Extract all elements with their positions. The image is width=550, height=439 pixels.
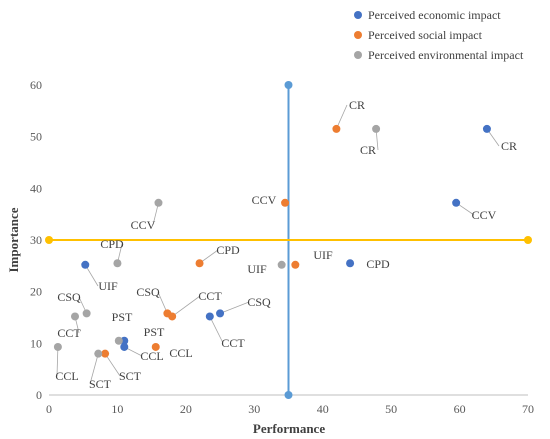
- y-tick-label: 30: [30, 233, 42, 247]
- y-tick-label: 40: [30, 181, 42, 195]
- point-label: SCT: [89, 377, 112, 391]
- legend-entry: Perceived social impact: [368, 28, 483, 42]
- point-label: CCT: [221, 336, 245, 350]
- data-point: [94, 349, 103, 358]
- point-label: CCT: [57, 326, 81, 340]
- y-tick-label: 50: [30, 130, 42, 144]
- data-point: [154, 198, 163, 207]
- data-point: [372, 124, 381, 133]
- vertical-reference-end-bottom: [284, 391, 293, 399]
- label-leader-line: [104, 353, 121, 377]
- point-label: CR: [360, 143, 376, 157]
- data-point: [168, 312, 177, 321]
- horizontal-reference-end-right: [524, 236, 532, 244]
- label-leader-line: [89, 353, 99, 385]
- horizontal-reference-end-left: [45, 236, 53, 244]
- legend-entry: Perceived economic impact: [368, 8, 501, 22]
- data-points: [53, 124, 491, 358]
- label-leader-line: [219, 301, 250, 314]
- data-point: [291, 260, 300, 269]
- data-point: [195, 259, 204, 268]
- point-label: CCT: [198, 289, 222, 303]
- data-point: [346, 259, 355, 268]
- y-tick-label: 60: [30, 78, 42, 92]
- point-label: CR: [501, 139, 517, 153]
- label-leader-lines: [56, 104, 500, 385]
- data-point: [101, 349, 110, 358]
- data-point: [281, 198, 290, 207]
- data-point: [205, 312, 214, 321]
- reference-lines: [45, 81, 532, 399]
- y-tick-label: 10: [30, 336, 42, 350]
- label-leader-line: [84, 264, 99, 287]
- x-tick-label: 30: [248, 402, 260, 416]
- label-leader-line: [171, 295, 201, 317]
- label-leader-line: [209, 316, 224, 344]
- data-point: [113, 259, 122, 268]
- x-axis-title: Performance: [253, 421, 325, 436]
- legend: Perceived economic impact Perceived socia…: [354, 8, 524, 62]
- legend-marker: [354, 51, 362, 59]
- vertical-reference-end-top: [284, 81, 293, 89]
- data-point: [53, 342, 62, 351]
- x-tick-label: 70: [522, 402, 534, 416]
- data-point: [151, 342, 160, 351]
- x-tick-label: 50: [385, 402, 397, 416]
- label-leader-line: [56, 346, 59, 377]
- point-label: CR: [349, 98, 365, 112]
- data-point: [120, 336, 129, 345]
- point-label: CPD: [366, 257, 390, 271]
- data-point: [114, 336, 123, 345]
- point-label: CCL: [140, 349, 163, 363]
- data-point: [216, 309, 225, 318]
- data-point: [120, 342, 129, 351]
- point-label: CCL: [55, 369, 78, 383]
- point-label: CSQ: [136, 285, 160, 299]
- y-tick-label: 20: [30, 285, 42, 299]
- data-point: [81, 260, 90, 269]
- y-axis-title: Importance: [6, 207, 21, 272]
- point-label: CPD: [100, 237, 124, 251]
- data-point: [71, 312, 80, 321]
- point-label: CPD: [216, 243, 240, 257]
- x-tick-label: 20: [180, 402, 192, 416]
- data-point: [482, 124, 491, 133]
- point-label: CCV: [131, 218, 156, 232]
- y-tick-label: 0: [36, 388, 42, 402]
- point-label: CCV: [252, 193, 277, 207]
- point-labels: CR CCV CPD CSQ CCT UIF PST CCL CR CCV UIF CPD CSQ CCT…: [55, 98, 517, 391]
- legend-marker: [354, 31, 362, 39]
- point-label: UIF: [313, 248, 333, 262]
- x-tick-label: 60: [454, 402, 466, 416]
- legend-marker: [354, 11, 362, 19]
- point-label: CSQ: [57, 290, 81, 304]
- data-point: [332, 124, 341, 133]
- x-tick-label: 40: [317, 402, 329, 416]
- data-point: [452, 198, 461, 207]
- point-label: UIF: [247, 262, 267, 276]
- x-tick-label: 10: [111, 402, 123, 416]
- point-label: UIF: [98, 279, 118, 293]
- label-leader-line: [336, 104, 348, 130]
- point-label: PST: [144, 325, 165, 339]
- point-label: CCL: [169, 346, 192, 360]
- legend-entry: Perceived environmental impact: [368, 48, 524, 62]
- point-label: SCT: [119, 369, 142, 383]
- point-label: PST: [112, 310, 133, 324]
- axes: 0 10 20 30 40 50 60 70 0 10 20 30 40 50 60: [30, 78, 534, 416]
- data-point: [277, 260, 286, 269]
- point-label: CSQ: [247, 295, 271, 309]
- x-tick-label: 0: [46, 402, 52, 416]
- point-label: CCV: [472, 208, 497, 222]
- data-point: [82, 309, 91, 318]
